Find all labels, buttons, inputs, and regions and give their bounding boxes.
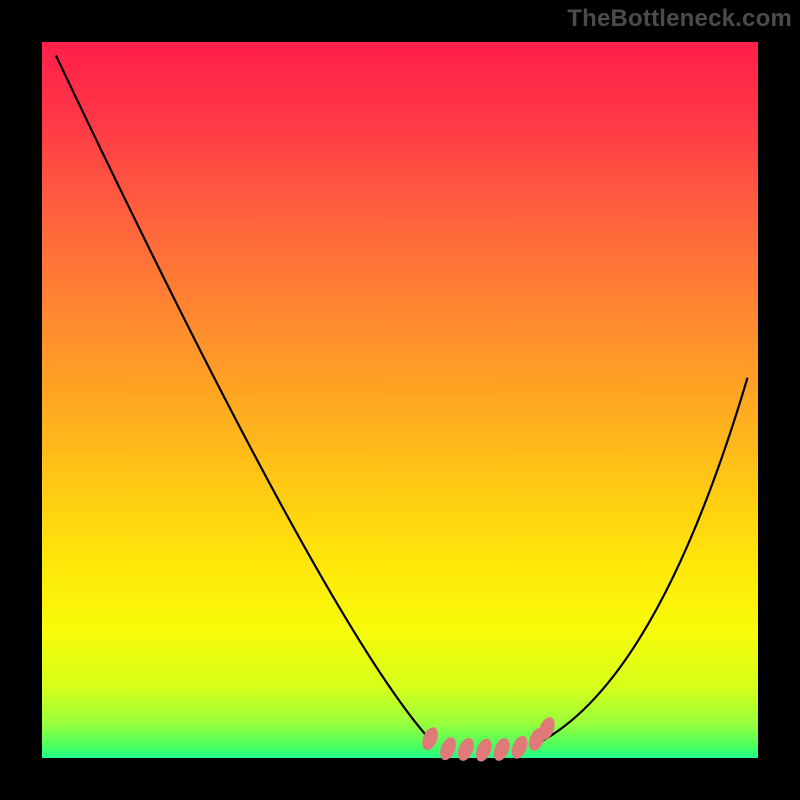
chart-root: TheBottleneck.com bbox=[0, 0, 800, 800]
watermark-text: TheBottleneck.com bbox=[567, 5, 792, 33]
chart-svg bbox=[0, 0, 800, 800]
plot-area bbox=[42, 42, 758, 758]
